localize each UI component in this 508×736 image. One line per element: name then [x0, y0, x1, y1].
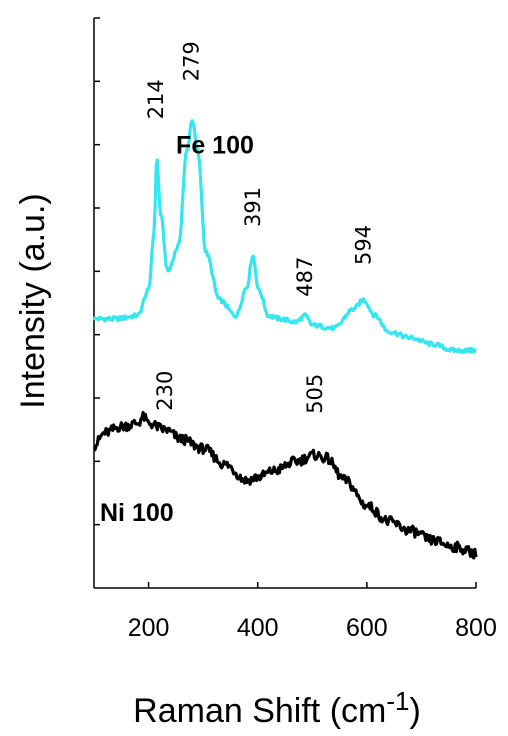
peak-label: 487: [293, 257, 317, 297]
x-axis-title-close: ): [409, 692, 420, 730]
x-tick-label: 600: [346, 614, 388, 642]
x-axis-title-superscript: -1: [386, 686, 409, 716]
x-axis-title: Raman Shift (cm-1): [133, 686, 421, 730]
x-tick-label: 800: [455, 614, 497, 642]
peak-label: 594: [352, 225, 376, 265]
series-name-label: Fe 100: [176, 132, 254, 160]
series-name-label: Ni 100: [100, 499, 174, 527]
peak-label: 279: [180, 41, 204, 81]
peak-label: 230: [153, 371, 177, 411]
x-tick-label: 400: [237, 614, 279, 642]
axes: 200 400 600 800: [93, 17, 497, 642]
series-layer: [92, 119, 478, 560]
x-tick-label: 200: [128, 614, 170, 642]
peak-label: 505: [303, 374, 327, 414]
series-line-ni-100: [93, 410, 478, 560]
peak-label: 214: [144, 79, 168, 119]
labels-layer: 214 279 391 487 594 230 505 Fe 100 Ni 100: [100, 41, 376, 527]
series-line-fe-100: [92, 119, 477, 354]
peak-label: 391: [241, 187, 265, 227]
y-axis-title: Intensity (a.u.): [14, 193, 52, 408]
x-axis-title-main: Raman Shift (cm: [133, 692, 386, 730]
